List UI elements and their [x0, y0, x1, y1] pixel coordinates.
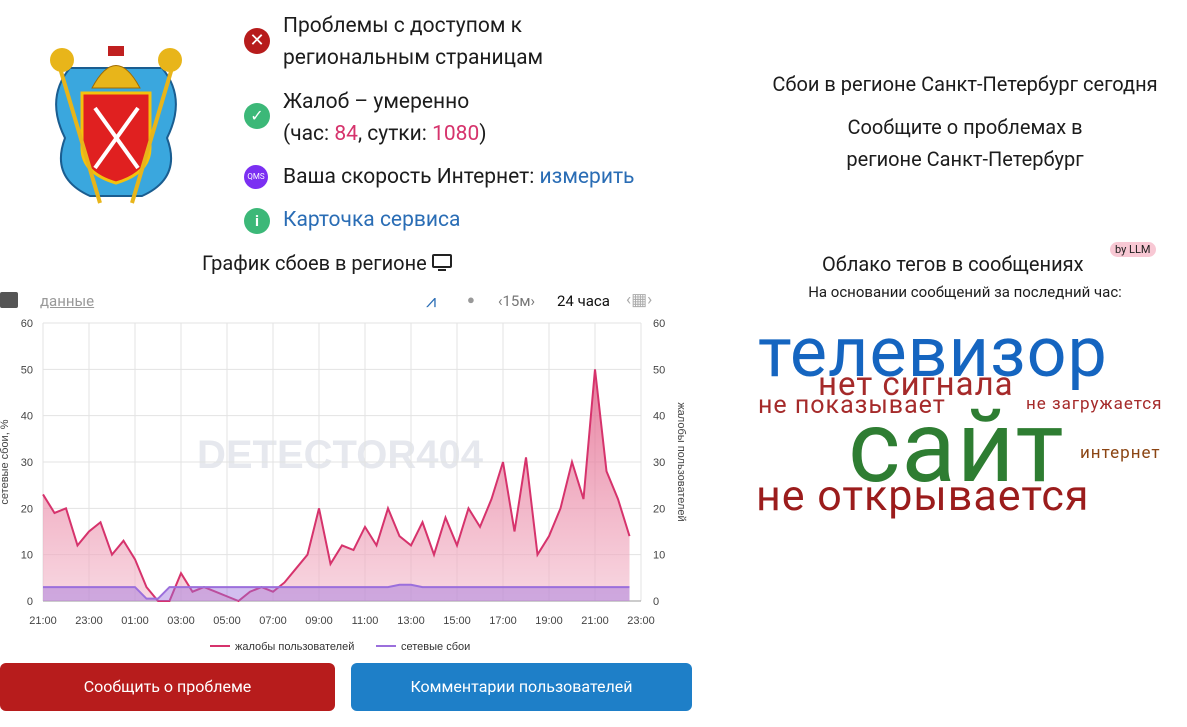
report-text: Сообщите о проблемах в	[847, 115, 1083, 139]
y-tick-label: 60	[21, 318, 33, 330]
service-card-link[interactable]: Карточка сервиса	[283, 208, 461, 232]
complaints-counts: (час: 84, сутки: 1080)	[283, 118, 487, 150]
tag: не открывается	[756, 471, 1090, 521]
llm-badge: by LLM	[1110, 242, 1156, 257]
x-tick-label: 11:00	[352, 615, 379, 627]
tag: интернет	[1080, 443, 1161, 463]
y2-tick-label: 10	[653, 550, 665, 562]
hour-count: 84	[334, 122, 358, 146]
info-icon: i	[244, 208, 270, 234]
x-tick-label: 09:00	[305, 615, 333, 627]
tag: нет сигнала	[818, 365, 1014, 404]
x-tick-label: 21:00	[29, 615, 57, 627]
tag: сайт	[848, 389, 1065, 506]
line	[42, 369, 631, 603]
x-tick-label: 23:00	[75, 615, 103, 627]
text: (час:	[283, 122, 335, 146]
text: )	[479, 122, 487, 146]
period[interactable]: 24 часа	[557, 292, 610, 310]
x-tick-label: 01:00	[121, 615, 149, 627]
camera-icon[interactable]	[0, 292, 18, 308]
speed-line: Ваша скорость Интернет: измерить	[283, 161, 634, 193]
x-tick-label: 23:00	[627, 615, 655, 627]
chart: DETECTOR404 сетевые сбои, % жалобы польз…	[0, 318, 687, 653]
tag: телевизор	[758, 312, 1108, 394]
monitor-icon	[431, 254, 452, 271]
status-text: Проблемы с доступом к региональным стран…	[283, 14, 544, 70]
tag-cloud-title: Облако тегов в сообщениях	[822, 252, 1084, 276]
tag: не загружается	[1026, 394, 1163, 414]
text: Ваша скорость Интернет:	[283, 165, 540, 189]
y-tick-label: 10	[21, 550, 33, 562]
report-button[interactable]: Сообщить о проблеме	[0, 663, 335, 711]
tag: не показывает	[758, 391, 946, 420]
region-title: Сбои в регионе Санкт-Петербург сегодня	[772, 72, 1158, 96]
y2-tick-label: 20	[653, 503, 665, 515]
y-tick-label: 20	[21, 503, 33, 515]
y2-tick-label: 30	[653, 457, 665, 469]
chart-mode-icon[interactable]: ⩘	[426, 291, 437, 312]
status-text: Жалоб – умеренно	[283, 90, 470, 114]
y-tick-label: 50	[21, 364, 33, 376]
x-tick-label: 03:00	[167, 615, 195, 627]
y2-tick-label: 40	[653, 411, 665, 423]
x-tick-label: 13:00	[397, 615, 425, 627]
report-text: регионе Санкт-Петербург	[846, 147, 1084, 171]
qms-icon: QMS	[244, 165, 268, 189]
text: , сутки:	[357, 122, 433, 146]
ok-icon: ✓	[244, 103, 270, 129]
legend-label: жалобы пользователей	[235, 641, 354, 653]
y-tick-label: 30	[21, 457, 33, 469]
data-link[interactable]: данные	[40, 292, 95, 310]
area	[43, 584, 630, 601]
watermark: DETECTOR404	[197, 433, 484, 477]
line	[43, 583, 630, 600]
y2-tick-label: 0	[653, 596, 659, 608]
y-tick-label: 0	[27, 596, 33, 608]
measure-link[interactable]: измерить	[539, 165, 635, 189]
interval[interactable]: ‹15м›	[498, 292, 535, 310]
x-tick-label: 15:00	[443, 615, 471, 627]
legend-label: сетевые сбои	[401, 641, 470, 653]
day-count: 1080	[432, 122, 480, 146]
x-tick-label: 21:00	[581, 615, 609, 627]
coat-of-arms	[50, 46, 182, 204]
text: График сбоев в регионе	[202, 251, 427, 275]
x-tick-label: 17:00	[489, 615, 517, 627]
user-icon[interactable]: ●	[467, 293, 475, 308]
y2-tick-label: 60	[653, 318, 665, 330]
comments-button[interactable]: Комментарии пользователей	[351, 663, 692, 711]
x-tick-label: 19:00	[535, 615, 563, 627]
chart-heading: График сбоев в регионе	[202, 251, 452, 275]
y2-tick-label: 50	[653, 364, 665, 376]
y-tick-label: 40	[21, 411, 33, 423]
area	[43, 369, 630, 601]
x-tick-label: 07:00	[259, 615, 287, 627]
calendar-nav[interactable]: ‹▦›	[626, 290, 653, 310]
error-icon: ✕	[244, 28, 270, 54]
y-axis-label: сетевые сбои, %	[0, 419, 11, 504]
tag-cloud-subtitle: На основании сообщений за последний час:	[808, 283, 1122, 301]
y2-axis-label: жалобы пользователей	[675, 402, 687, 521]
x-tick-label: 05:00	[213, 615, 241, 627]
